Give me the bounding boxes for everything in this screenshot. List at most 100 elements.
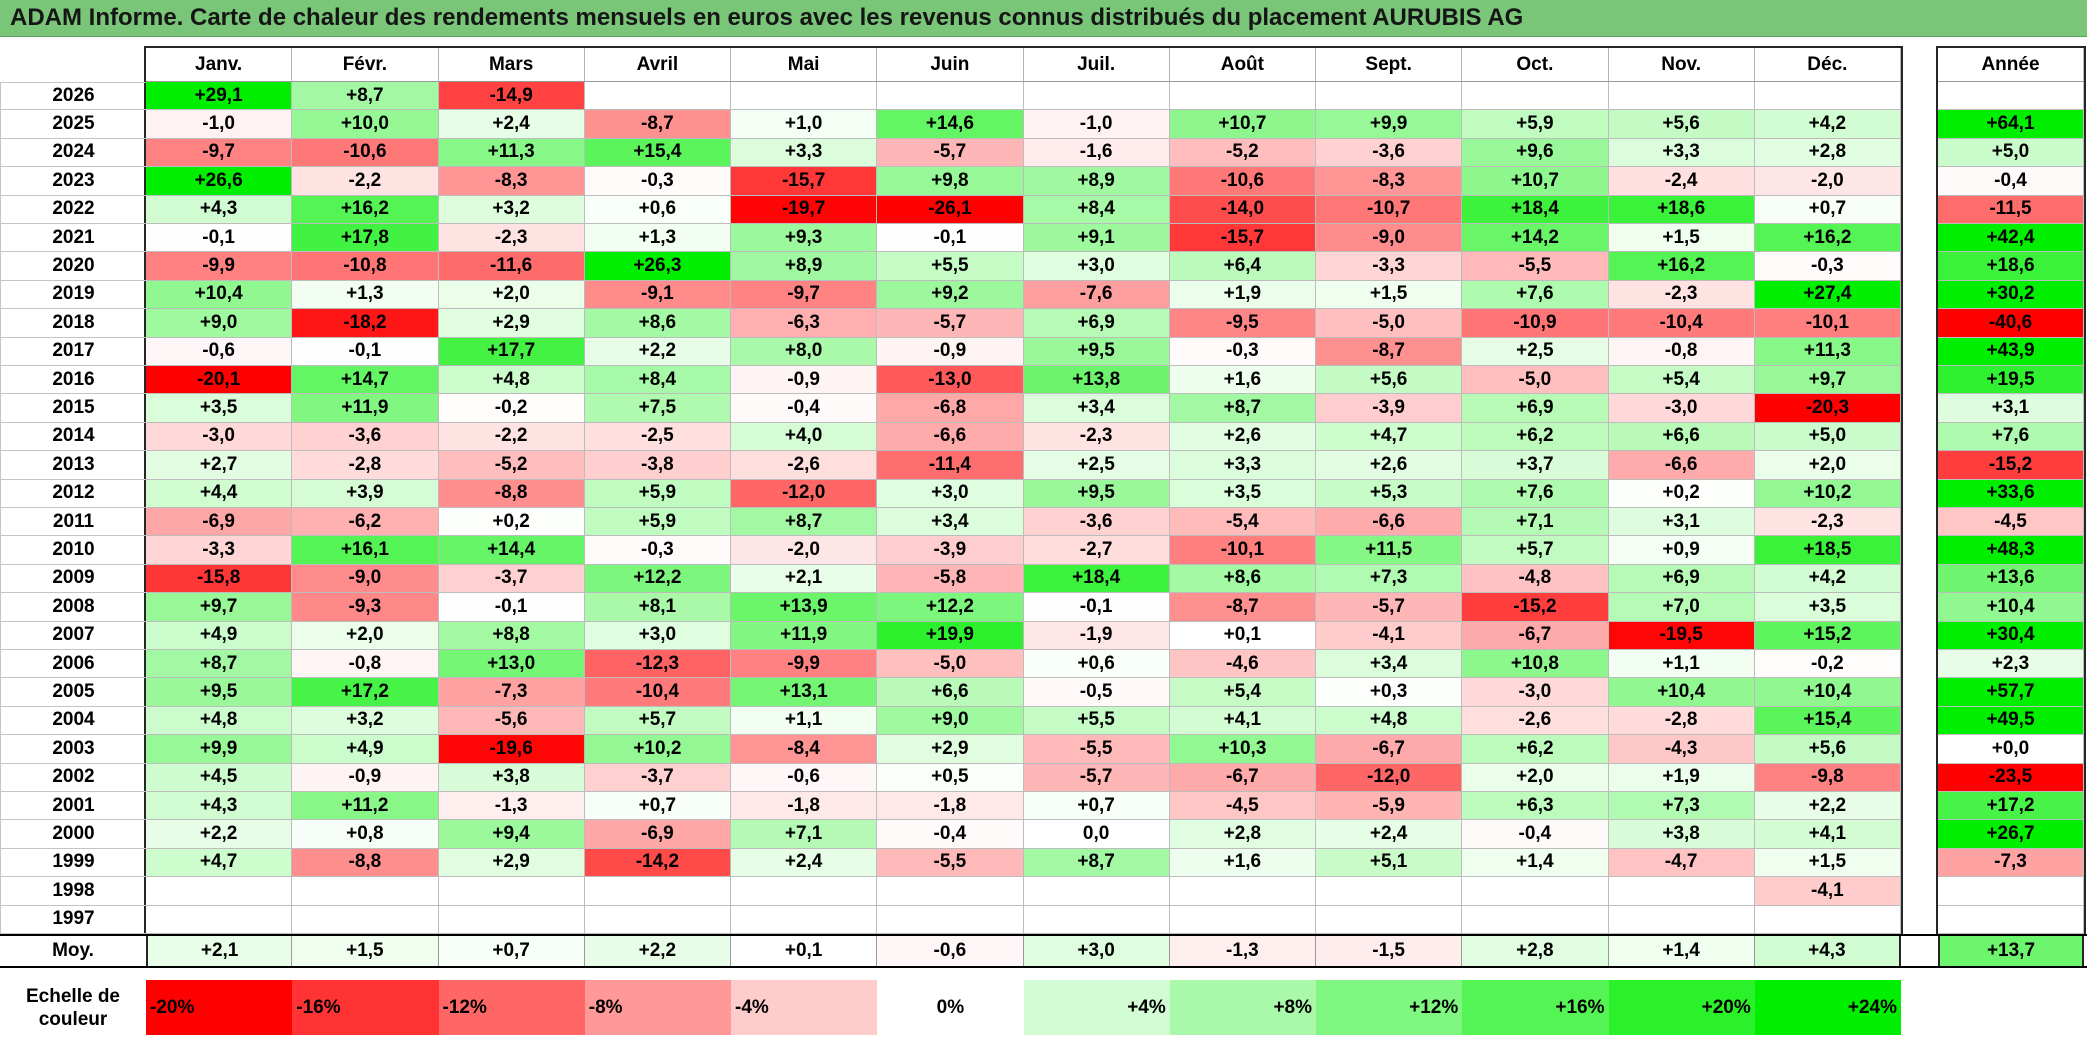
heatmap-cell: +7,1 — [1462, 508, 1609, 537]
heatmap-cell: -2,0 — [1754, 167, 1901, 196]
heatmap-cell — [1316, 905, 1463, 934]
heatmap-cell: +1,5 — [1316, 280, 1463, 310]
heatmap-cell: +3,1 — [1608, 508, 1755, 537]
heatmap-cell: -9,3 — [292, 593, 439, 622]
annual-cell: +13,6 — [1938, 564, 2084, 594]
annual-cell: +57,7 — [1938, 678, 2084, 707]
heatmap-cell: -10,1 — [1754, 309, 1901, 338]
heatmap-cell: +6,6 — [877, 678, 1024, 707]
heatmap-cell: +4,7 — [1316, 422, 1463, 452]
heatmap-cell: -3,7 — [584, 763, 731, 792]
row-label: 2007 — [0, 621, 146, 650]
heatmap-cell: -1,8 — [731, 792, 878, 821]
heatmap-cell: -2,7 — [1023, 536, 1170, 565]
heatmap-cell: +6,3 — [1462, 792, 1609, 821]
heatmap-cell: +11,5 — [1316, 536, 1463, 565]
column-header-annual: Année — [1938, 48, 2084, 82]
heatmap-cell: +5,7 — [584, 706, 731, 736]
heatmap-cell: +4,3 — [146, 792, 293, 821]
row-label: 2015 — [0, 394, 146, 423]
heatmap-cell: -0,1 — [438, 593, 585, 622]
heatmap-cell: -2,3 — [438, 224, 585, 253]
heatmap-cell: +2,7 — [146, 451, 293, 480]
heatmap-cell: -3,0 — [1608, 394, 1755, 423]
heatmap-grid: Janv. Févr. Mars Avril Mai Juin Juil. Août Sept.… — [144, 46, 1903, 936]
heatmap-cell: -9,1 — [584, 280, 731, 310]
heatmap-cell: +29,1 — [146, 82, 293, 111]
heatmap-cell: +12,2 — [877, 593, 1024, 622]
heatmap-cell: -0,3 — [584, 536, 731, 565]
heatmap-cell: +5,5 — [1023, 706, 1170, 736]
heatmap-cell: -9,8 — [1754, 763, 1901, 792]
average-annual-cell: +13,7 — [1938, 936, 2084, 966]
heatmap-cell: +8,7 — [1023, 848, 1170, 878]
color-legend: Echelle de couleur -20% -16% -12% -8% -4% 0% +4… — [0, 980, 1901, 1035]
heatmap-cell: +0,7 — [1754, 195, 1901, 224]
heatmap-cell: -6,8 — [877, 394, 1024, 423]
heatmap-cell: +15,2 — [1754, 621, 1901, 650]
column-header: Mars — [438, 48, 585, 82]
heatmap-cell: -5,0 — [1462, 366, 1609, 395]
heatmap-cell: +13,8 — [1023, 366, 1170, 395]
legend-swatch: +16% — [1462, 980, 1609, 1035]
heatmap-cell: +2,6 — [1316, 451, 1463, 480]
legend-swatch: -12% — [438, 980, 585, 1035]
heatmap-cell: -9,7 — [146, 138, 293, 168]
heatmap-cell: -3,9 — [1316, 394, 1463, 423]
heatmap-cell: +16,1 — [292, 536, 439, 565]
heatmap-cell: +9,7 — [146, 593, 293, 622]
heatmap-cell: +4,8 — [438, 366, 585, 395]
heatmap-cell: +0,2 — [1608, 479, 1755, 508]
heatmap-cell: -14,0 — [1169, 195, 1316, 224]
heatmap-cell: +4,1 — [1754, 820, 1901, 849]
heatmap-cell: +26,6 — [146, 167, 293, 196]
heatmap-cell: +9,5 — [1023, 337, 1170, 366]
heatmap-cell: -5,2 — [1169, 138, 1316, 168]
heatmap-cell: +1,1 — [1608, 650, 1755, 679]
annual-cell: -4,5 — [1938, 508, 2084, 537]
heatmap-cell: -4,3 — [1608, 735, 1755, 764]
heatmap-cell: +12,2 — [584, 564, 731, 594]
heatmap-cell: -6,6 — [1316, 508, 1463, 537]
legend-title: Echelle de couleur — [26, 985, 120, 1030]
heatmap-cell — [438, 877, 585, 906]
heatmap-cell: -4,7 — [1608, 848, 1755, 878]
average-cell: +0,1 — [731, 936, 878, 966]
heatmap-cell — [731, 905, 878, 934]
heatmap-cell: -8,7 — [1169, 593, 1316, 622]
heatmap-cell: -10,4 — [584, 678, 731, 707]
row-label: 1997 — [0, 905, 146, 934]
heatmap-cell: -2,0 — [731, 536, 878, 565]
heatmap-cell — [1023, 877, 1170, 906]
heatmap-cell: +3,4 — [1023, 394, 1170, 423]
column-header: Sept. — [1316, 48, 1463, 82]
heatmap-cell: -12,3 — [584, 650, 731, 679]
heatmap-cell: -7,6 — [1023, 280, 1170, 310]
row-label: 2008 — [0, 593, 146, 622]
heatmap-cell — [1462, 82, 1609, 111]
heatmap-cell: +5,1 — [1316, 848, 1463, 878]
heatmap-cell: +1,5 — [1754, 848, 1901, 878]
heatmap-cell: -5,0 — [877, 650, 1024, 679]
heatmap-cell: -10,6 — [1169, 167, 1316, 196]
heatmap-cell: +3,4 — [1316, 650, 1463, 679]
annual-cell — [1938, 82, 2084, 111]
heatmap-cell: -2,6 — [731, 451, 878, 480]
heatmap-cell — [584, 905, 731, 934]
heatmap-cell: +11,3 — [438, 138, 585, 168]
row-label: 2026 — [0, 82, 146, 111]
row-label: 1998 — [0, 877, 146, 906]
heatmap-cell: +15,4 — [1754, 706, 1901, 736]
annual-cell: +33,6 — [1938, 479, 2084, 508]
annual-cell: +42,4 — [1938, 224, 2084, 253]
row-label: 2002 — [0, 763, 146, 792]
heatmap-cell: -11,4 — [877, 451, 1024, 480]
legend-swatch: +20% — [1608, 980, 1755, 1035]
heatmap-cell: +10,2 — [1754, 479, 1901, 508]
annual-column: Année +64,1 +5,0 -0,4 -11,5 +42,4 +18,6 +30,2 -4… — [1936, 46, 2086, 936]
heatmap-cell: -3,6 — [1023, 508, 1170, 537]
heatmap-cell — [877, 877, 1024, 906]
heatmap-cell: +5,6 — [1316, 366, 1463, 395]
heatmap-cell: +5,3 — [1316, 479, 1463, 508]
average-row-label: Moy. — [52, 940, 94, 961]
